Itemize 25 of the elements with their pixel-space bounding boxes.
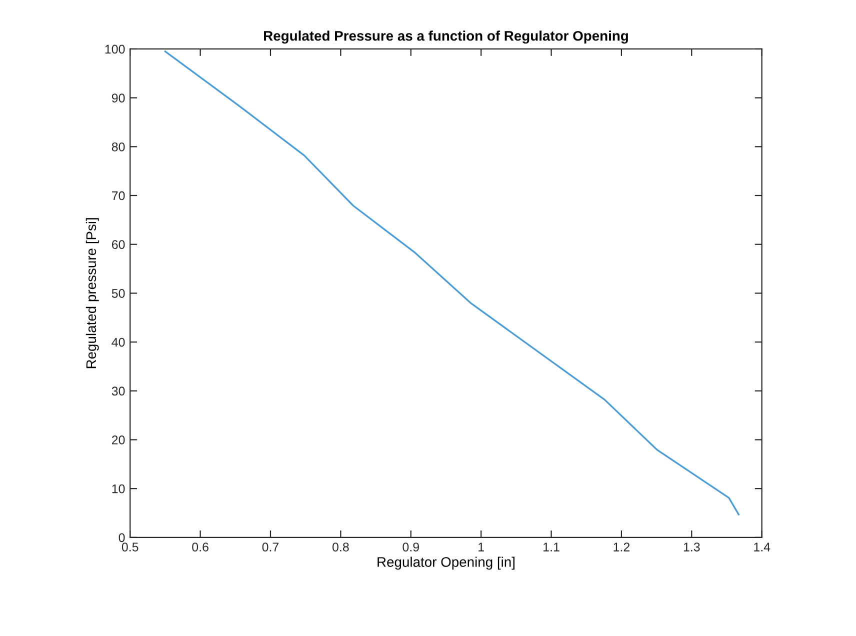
- y-tick-label: 10: [112, 484, 125, 494]
- x-tick-label: 1: [478, 542, 484, 552]
- x-tick-label: 1.3: [684, 542, 700, 552]
- y-tick-label: 70: [112, 191, 125, 200]
- x-axis-title: Regulator Opening [in]: [378, 556, 514, 570]
- x-tick-label: 0.5: [122, 542, 138, 552]
- y-tick-label: 100: [105, 44, 125, 54]
- y-tick-label: 20: [112, 436, 125, 444]
- x-tick-label: 0.8: [332, 542, 349, 552]
- y-tick-label: 30: [112, 386, 125, 396]
- x-tick-label: 1.2: [614, 542, 630, 552]
- x-tick-label: 0.6: [192, 542, 208, 552]
- y-tick-label: 60: [112, 240, 125, 250]
- y-tick-label: 90: [112, 94, 125, 102]
- x-tick-label: 0.7: [262, 542, 279, 552]
- chart-title: Regulated Pressure as a function of Regulator Opening: [264, 30, 628, 44]
- y-tick-label: 40: [112, 338, 125, 347]
- y-tick-label: 0: [118, 533, 125, 542]
- x-tick-label: 0.9: [402, 542, 419, 552]
- y-tick-label: 80: [112, 142, 125, 152]
- x-tick-label: 1.1: [544, 542, 560, 552]
- line-series: [164, 50, 740, 516]
- x-tick-label: 1.4: [754, 542, 770, 552]
- y-tick-label: 50: [112, 288, 125, 298]
- y-axis-title: Regulated pressure [Psi]: [86, 218, 99, 368]
